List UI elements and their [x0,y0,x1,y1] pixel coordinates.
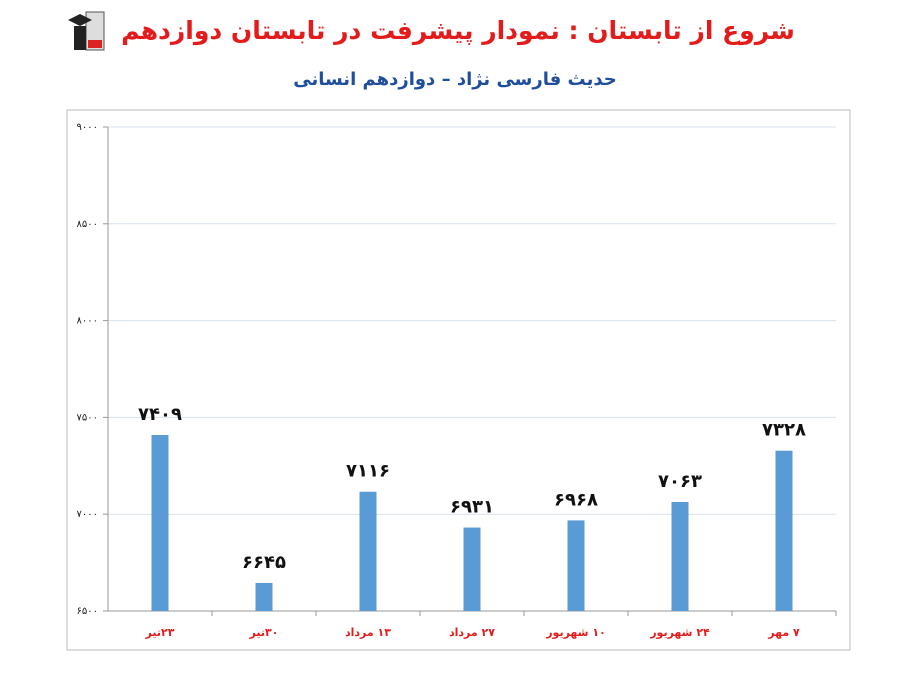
x-tick-label: ۲۳تیر [145,626,175,639]
data-label: ۷۳۲۸ [762,420,806,441]
y-tick-label: ۸۵۰۰ [77,219,98,230]
logo [68,11,105,51]
bar [463,527,481,611]
bar [255,582,273,611]
data-label: ۶۹۳۱ [450,497,494,518]
data-label: ۷۱۱۶ [346,461,390,482]
bar [359,491,377,611]
chart-frame [66,109,851,651]
x-tick-label: ۳۰تیر [249,626,279,639]
y-tick-label: ۸۰۰۰ [77,316,98,327]
bar [151,435,169,611]
y-tick-label: ۹۰۰۰ [77,122,98,133]
y-tick-label: ۷۰۰۰ [77,509,98,520]
bar [671,502,689,611]
x-tick-label: ۱۳ مرداد [345,626,391,639]
y-tick-label: ۶۵۰۰ [77,606,98,617]
data-label: ۷۰۶۳ [658,471,702,492]
data-label: ۷۴۰۹ [138,404,182,425]
chart-title: شروع از تابستان : نمودار پیشرفت در تابست… [121,16,795,46]
x-tick-label: ۱۰ شهریور [545,626,606,639]
data-label: ۶۹۶۸ [554,489,598,510]
bar [567,520,585,611]
y-tick-label: ۷۵۰۰ [77,412,98,423]
bar [775,450,793,611]
data-label: ۶۶۴۵ [242,552,286,573]
x-tick-label: ۲۴ شهریور [649,626,710,639]
x-tick-label: ۲۷ مرداد [449,626,495,639]
chart-subtitle: حدیث فارسی نژاد – دوازدهم انسانی [293,69,616,90]
x-tick-label: ۷ مهر [767,626,800,639]
